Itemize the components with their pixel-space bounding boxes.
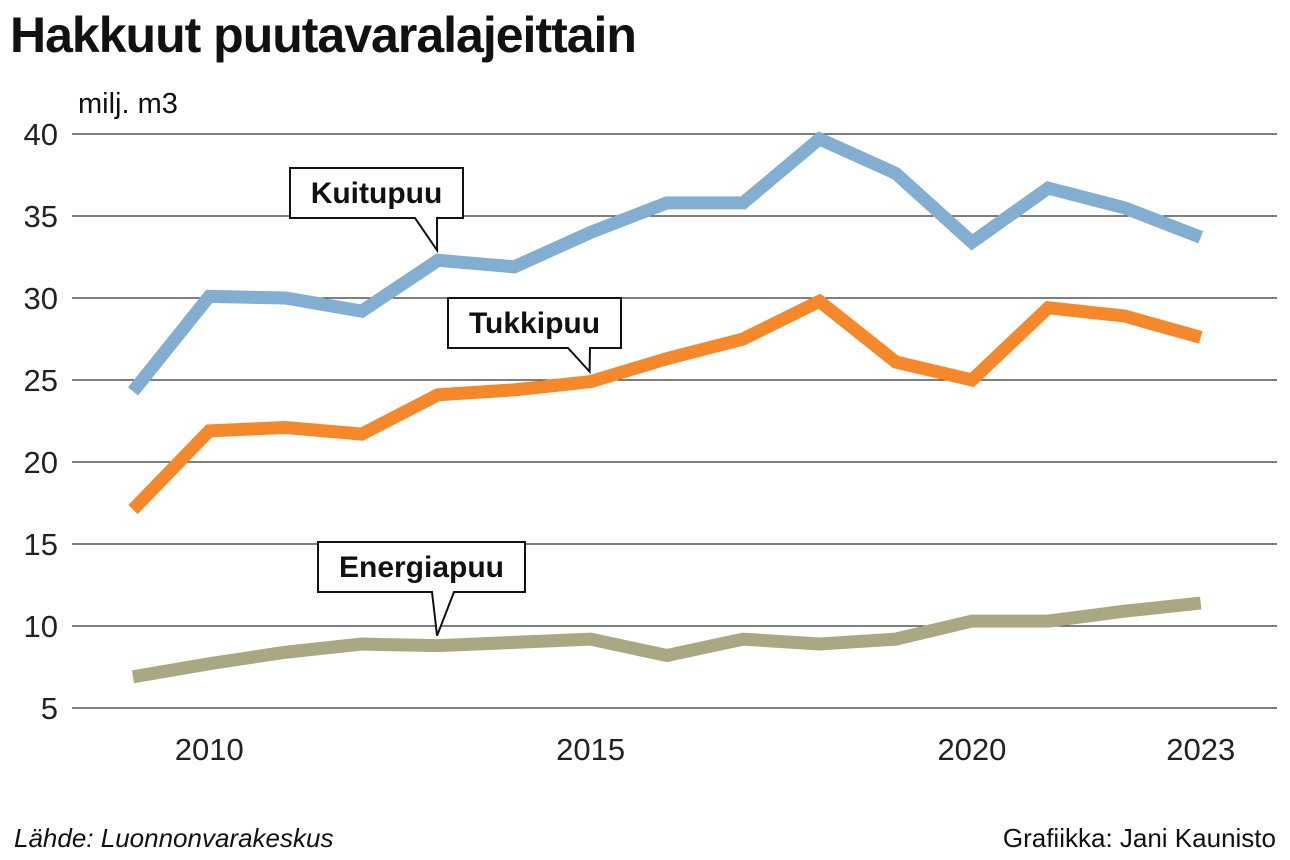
callout-box-tukkipuu [447,297,622,375]
callout-label-energiapuu: Energiapuu [339,551,504,584]
y-tick-label: 15 [24,527,58,562]
callout-label-kuitupuu: Kuitupuu [311,177,443,210]
y-tick-label: 5 [41,691,58,726]
callout-box-energiapuu [317,541,526,637]
series-line-tukkipuu [128,293,1203,515]
y-tick-label: 20 [24,445,58,480]
y-tick-label: 10 [24,609,58,644]
y-tick-label: 25 [24,363,58,398]
callout-box-kuitupuu [289,167,464,254]
graphics-credit: Grafiikka: Jani Kaunisto [1002,823,1276,853]
y-tick-label: 40 [24,117,58,152]
x-tick-label: 2015 [556,732,625,767]
chart-title: Hakkuut puutavaralajeittain [10,7,637,63]
x-tick-label: 2010 [175,732,244,767]
y-tick-label: 30 [24,281,58,316]
callout-label-tukkipuu: Tukkipuu [469,307,600,340]
y-axis-unit-label: milj. m3 [78,88,178,120]
x-tick-label: 2020 [937,732,1006,767]
series-line-energiapuu [131,596,1202,684]
series-line-kuitupuu [127,131,1204,396]
x-tick-label: 2023 [1166,732,1235,767]
y-tick-label: 35 [24,199,58,234]
source-credit: Lähde: Luonnonvarakeskus [14,823,334,853]
